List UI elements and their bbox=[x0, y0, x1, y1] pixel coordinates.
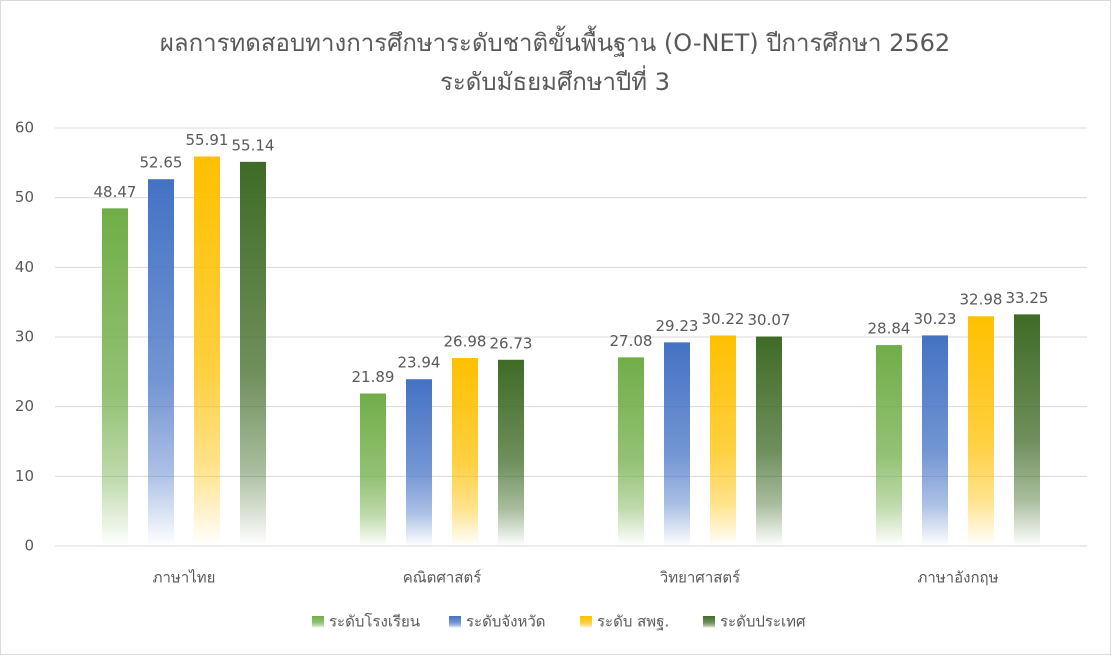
value-label: 21.89 bbox=[352, 368, 395, 386]
bar bbox=[148, 179, 174, 546]
bar bbox=[498, 359, 524, 546]
value-label: 30.22 bbox=[702, 310, 745, 328]
bar bbox=[1014, 314, 1040, 546]
chart-title: ผลการทดสอบทางการศึกษาระดับชาติขั้นพื้นฐา… bbox=[160, 25, 950, 57]
bar bbox=[664, 342, 690, 546]
bar bbox=[452, 358, 478, 546]
value-label: 30.23 bbox=[914, 310, 957, 328]
value-label: 27.08 bbox=[610, 332, 653, 350]
value-label: 33.25 bbox=[1006, 289, 1049, 307]
x-tick-label: คณิตศาสตร์ bbox=[403, 569, 482, 587]
x-tick-label: ภาษาไทย bbox=[153, 569, 216, 587]
value-label: 28.84 bbox=[868, 320, 911, 338]
bar bbox=[968, 316, 994, 546]
value-label: 48.47 bbox=[94, 183, 137, 201]
legend-label: ระดับ สพฐ. bbox=[597, 613, 669, 631]
bar bbox=[618, 357, 644, 546]
value-label: 26.98 bbox=[444, 333, 487, 351]
chart-subtitle: ระดับมัธยมศึกษาปีที่ 3 bbox=[440, 65, 670, 96]
legend-label: ระดับจังหวัด bbox=[466, 613, 546, 631]
legend-label: ระดับประเทศ bbox=[720, 613, 806, 631]
bar bbox=[876, 345, 902, 546]
y-tick-label: 0 bbox=[24, 537, 34, 555]
bar bbox=[240, 161, 266, 546]
x-tick-label: วิทยาศาสตร์ bbox=[659, 569, 740, 587]
legend-swatch bbox=[449, 616, 461, 628]
legend-label: ระดับโรงเรียน bbox=[329, 613, 420, 631]
value-label: 30.07 bbox=[748, 311, 791, 329]
y-tick-label: 50 bbox=[15, 188, 34, 206]
bar bbox=[406, 379, 432, 546]
value-label: 23.94 bbox=[398, 354, 441, 372]
bar bbox=[102, 208, 128, 546]
value-label: 29.23 bbox=[656, 317, 699, 335]
bar bbox=[922, 335, 948, 546]
bar bbox=[194, 156, 220, 547]
value-label: 32.98 bbox=[960, 291, 1003, 309]
x-tick-label: ภาษาอังกฤษ bbox=[917, 569, 998, 587]
bar bbox=[360, 393, 386, 546]
value-label: 55.91 bbox=[186, 131, 229, 149]
value-label: 26.73 bbox=[490, 334, 533, 352]
y-tick-label: 30 bbox=[15, 328, 34, 346]
legend-swatch bbox=[580, 616, 592, 628]
legend-swatch bbox=[703, 616, 715, 628]
bar bbox=[756, 336, 782, 546]
y-tick-label: 10 bbox=[15, 467, 34, 485]
value-label: 55.14 bbox=[232, 136, 275, 154]
value-label: 52.65 bbox=[140, 154, 183, 172]
y-tick-label: 20 bbox=[15, 397, 34, 415]
legend-swatch bbox=[312, 616, 324, 628]
bar bbox=[710, 335, 736, 546]
y-tick-label: 40 bbox=[15, 258, 34, 276]
y-tick-label: 60 bbox=[15, 119, 34, 137]
